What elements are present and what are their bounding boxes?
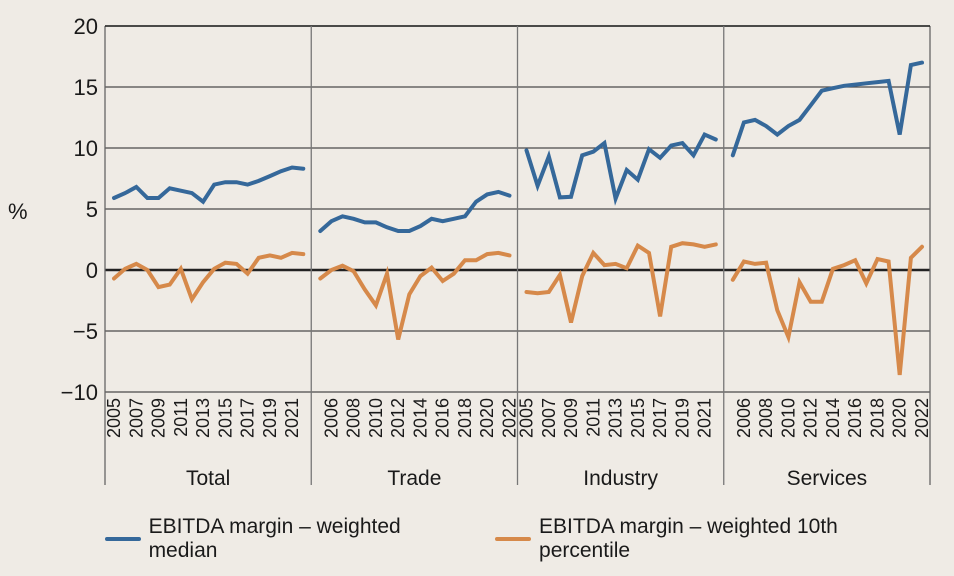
series-10th-percentile-line-industry <box>524 241 718 323</box>
x-tick-label: 2010 <box>366 398 386 438</box>
series-median-line-trade <box>318 189 512 233</box>
y-axis-ticks: 20 15 10 5 0 −5 −10 <box>61 14 98 405</box>
panel-trade: 2006 2008 2010 2012 2014 2016 2018 2020 2022 Trad… <box>310 26 520 490</box>
x-tick-label: 2017 <box>650 398 670 438</box>
x-tick-label: 2014 <box>823 398 843 438</box>
x-tick-label: 2006 <box>734 398 754 438</box>
panel-services: 2006 2008 2010 2012 2014 2016 2018 2020 2022 Serv… <box>723 26 932 490</box>
y-axis-label: % <box>8 199 28 224</box>
x-tick-label: 2008 <box>756 398 776 438</box>
x-tick-label: 2013 <box>606 398 626 438</box>
x-tick-label: 2009 <box>149 398 169 438</box>
x-tick-label: 2021 <box>282 398 302 438</box>
x-tick-label: 2011 <box>583 398 603 437</box>
y-tick-label: 20 <box>74 14 98 39</box>
x-tick-label: 2018 <box>867 398 887 438</box>
x-tick-label: 2021 <box>695 398 715 438</box>
x-tick-label: 2019 <box>672 398 692 438</box>
y-tick-label: −5 <box>73 319 98 344</box>
y-tick-label: 5 <box>86 197 98 222</box>
x-tick-label: 2007 <box>539 398 559 438</box>
y-tick-label: 0 <box>86 258 98 283</box>
series-10th-percentile-line-total <box>112 250 306 304</box>
panel-total: 2005 2007 2009 2011 2013 2015 2017 2019 2021 Tota… <box>104 165 306 490</box>
x-tick-label: 2019 <box>260 398 280 438</box>
y-tick-label: 15 <box>74 75 98 100</box>
legend: EBITDA margin – weighted median EBITDA m… <box>105 515 954 563</box>
panel-label: Trade <box>387 467 441 490</box>
x-tick-label: 2020 <box>477 398 497 438</box>
legend-label-median: EBITDA margin – weighted median <box>148 515 401 562</box>
x-tick-label: 2010 <box>778 398 798 438</box>
panel-label: Services <box>787 467 868 490</box>
series-median-line-total <box>112 165 306 205</box>
x-tick-label: 2012 <box>388 398 408 438</box>
x-tick-label: 2008 <box>344 398 364 438</box>
series-median-line-industry <box>524 132 718 206</box>
x-tick-label: 2005 <box>104 398 124 438</box>
x-tick-label: 2015 <box>215 398 235 438</box>
x-tick-label: 2012 <box>801 398 821 438</box>
x-tick-label: 2011 <box>171 398 191 437</box>
legend-item-median: EBITDA margin – weighted median <box>105 515 471 563</box>
panels: 2005 2007 2009 2011 2013 2015 2017 2019 2021Tota… <box>104 26 932 490</box>
x-tick-label: 2006 <box>321 398 341 438</box>
legend-swatch-median <box>105 537 141 541</box>
x-tick-label: 2016 <box>433 398 453 438</box>
panel-label: Industry <box>583 467 658 490</box>
series-10th-percentile-line-services <box>730 244 924 376</box>
x-tick-label: 2013 <box>193 398 213 438</box>
panel-industry: 2005 2007 2009 2011 2013 2015 2017 2019 2021 Indu… <box>517 26 718 490</box>
y-tick-label: −10 <box>61 380 98 405</box>
x-tick-label: 2020 <box>890 398 910 438</box>
x-tick-label: 2016 <box>845 398 865 438</box>
series-10th-percentile-line-trade <box>318 250 512 340</box>
panel-label: Total <box>186 467 230 490</box>
x-tick-label: 2017 <box>238 398 258 438</box>
x-tick-label: 2009 <box>561 398 581 438</box>
legend-item-10th-percentile: EBITDA margin – weighted 10th percentile <box>495 515 930 563</box>
x-tick-label: 2022 <box>912 398 932 438</box>
legend-label-10th-percentile: EBITDA margin – weighted 10th percentile <box>539 515 838 562</box>
x-tick-label: 2005 <box>517 398 537 438</box>
legend-swatch-10th-percentile <box>495 537 532 541</box>
x-tick-label: 2007 <box>126 398 146 438</box>
x-tick-label: 2022 <box>500 398 520 438</box>
y-tick-label: 10 <box>74 136 98 161</box>
series-median-line-services <box>730 60 924 158</box>
x-tick-label: 2014 <box>410 398 430 438</box>
x-tick-label: 2018 <box>455 398 475 438</box>
x-tick-label: 2015 <box>628 398 648 438</box>
